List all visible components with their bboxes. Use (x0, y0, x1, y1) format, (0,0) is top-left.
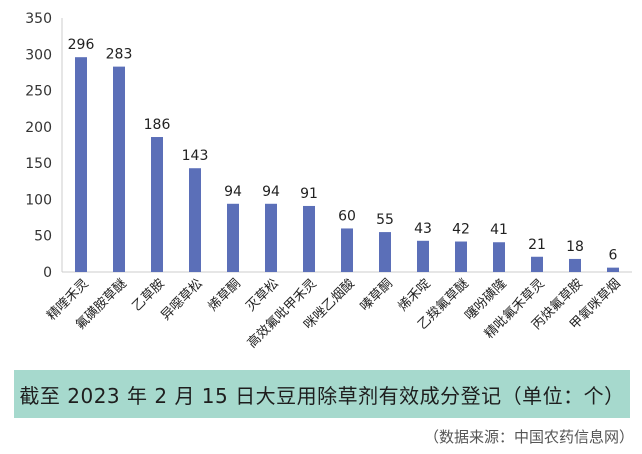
bar-value-label: 43 (414, 221, 432, 237)
bar-value-label: 91 (300, 186, 318, 202)
x-category-label: 异噁草松 (158, 276, 205, 323)
x-category-label: 高效氟吡甲禾灵 (244, 276, 320, 352)
bar (341, 228, 353, 272)
caption-banner: 截至 2023 年 2 月 15 日大豆用除草剂有效成分登记（单位：个） (14, 370, 630, 418)
bar-value-label: 55 (376, 212, 394, 228)
bar (569, 258, 581, 272)
bar-value-label: 94 (224, 184, 242, 200)
y-tick-label: 0 (43, 265, 52, 281)
bar-value-label: 186 (144, 117, 171, 133)
bar (265, 203, 277, 272)
bar-value-label: 94 (262, 184, 280, 200)
y-tick-label: 350 (25, 11, 52, 27)
bar (379, 232, 391, 272)
bar-value-label: 60 (338, 208, 356, 224)
bar-value-label: 283 (106, 47, 133, 63)
chart-caption: 截至 2023 年 2 月 15 日大豆用除草剂有效成分登记（单位：个） (19, 383, 625, 408)
y-tick-label: 50 (34, 229, 52, 245)
bar (493, 242, 505, 272)
y-tick-label: 200 (25, 120, 52, 136)
bar (455, 241, 467, 272)
bar (227, 203, 239, 272)
bar-value-label: 143 (182, 148, 209, 164)
bar-value-label: 41 (490, 222, 508, 238)
source-note: （数据来源：中国农药信息网） (423, 428, 634, 446)
bar-value-label: 296 (68, 37, 95, 53)
bar (303, 205, 315, 272)
bar (75, 57, 87, 273)
y-tick-label: 150 (25, 156, 52, 172)
bar-value-label: 6 (609, 248, 618, 264)
x-category-label: 嗪草酮 (358, 276, 396, 314)
bar (113, 66, 125, 272)
bar-value-label: 42 (452, 222, 470, 238)
bar (607, 267, 619, 272)
y-tick-label: 100 (25, 192, 52, 208)
x-category-label: 烯草酮 (206, 276, 244, 314)
bar-value-label: 18 (566, 239, 584, 255)
bar (417, 240, 429, 272)
y-tick-label: 250 (25, 84, 52, 100)
bar (151, 137, 163, 272)
bar (531, 256, 543, 272)
bar-value-label: 21 (528, 237, 546, 253)
bar (189, 168, 201, 272)
y-tick-label: 300 (25, 47, 52, 63)
